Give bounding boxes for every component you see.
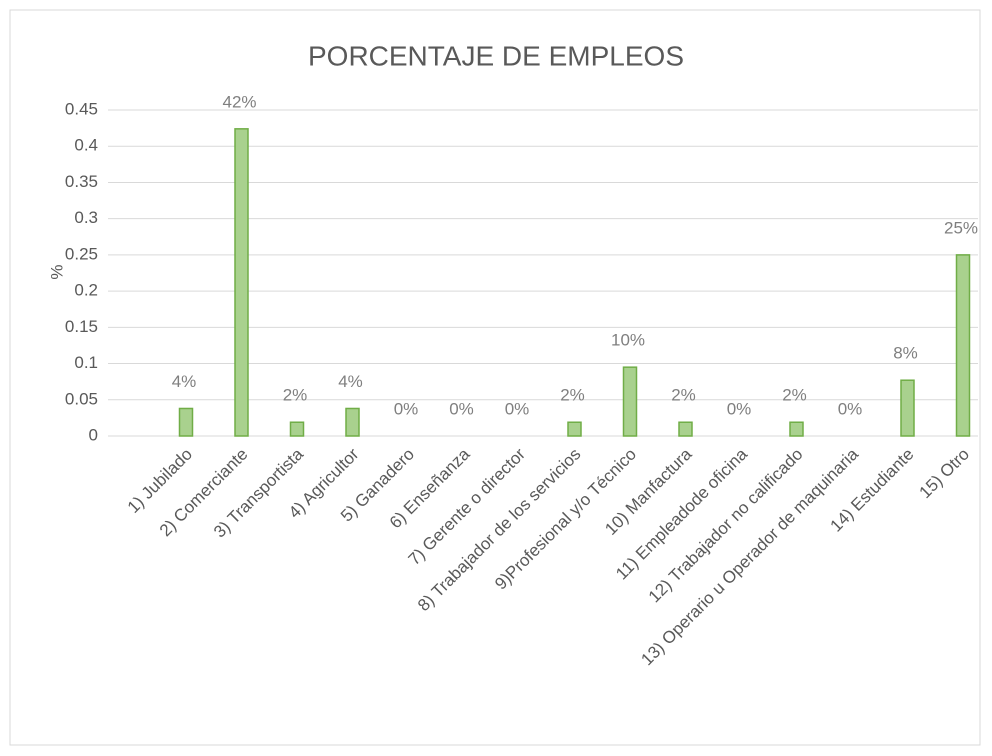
y-tick-label: 0.3	[74, 208, 98, 227]
data-label: 0%	[505, 399, 530, 418]
data-label: 2%	[671, 386, 696, 405]
y-tick-label: 0.45	[65, 99, 98, 118]
data-label: 2%	[283, 386, 308, 405]
y-tick-label: 0.2	[74, 281, 98, 300]
data-label: 4%	[172, 372, 197, 391]
data-label: 2%	[782, 386, 807, 405]
data-label: 0%	[727, 399, 752, 418]
bar	[345, 407, 360, 437]
data-label: 25%	[944, 218, 978, 237]
bar	[567, 421, 582, 437]
y-axis-label: %	[47, 264, 66, 279]
data-label: 0%	[449, 399, 474, 418]
bar	[234, 128, 249, 437]
y-tick-label: 0.25	[65, 244, 98, 263]
bar	[789, 421, 804, 437]
data-label: 8%	[893, 344, 918, 363]
bar	[900, 379, 915, 437]
y-tick-label: 0.1	[74, 353, 98, 372]
y-tick-label: 0	[89, 425, 98, 444]
data-label: 4%	[338, 372, 363, 391]
data-label: 10%	[611, 331, 645, 350]
y-tick-label: 0.4	[74, 136, 98, 155]
chart-border	[9, 9, 981, 746]
bar	[955, 254, 971, 437]
chart-title: PORCENTAJE DE EMPLEOS	[308, 40, 684, 71]
y-tick-label: 0.15	[65, 317, 98, 336]
bar	[178, 407, 194, 437]
bar	[622, 366, 638, 437]
bar	[289, 421, 305, 437]
y-tick-label: 0.05	[65, 389, 98, 408]
bar	[678, 421, 693, 437]
y-tick-label: 0.35	[65, 172, 98, 191]
data-label: 2%	[560, 386, 585, 405]
data-label: 42%	[222, 92, 256, 111]
data-label: 0%	[838, 399, 863, 418]
data-label: 0%	[394, 399, 419, 418]
